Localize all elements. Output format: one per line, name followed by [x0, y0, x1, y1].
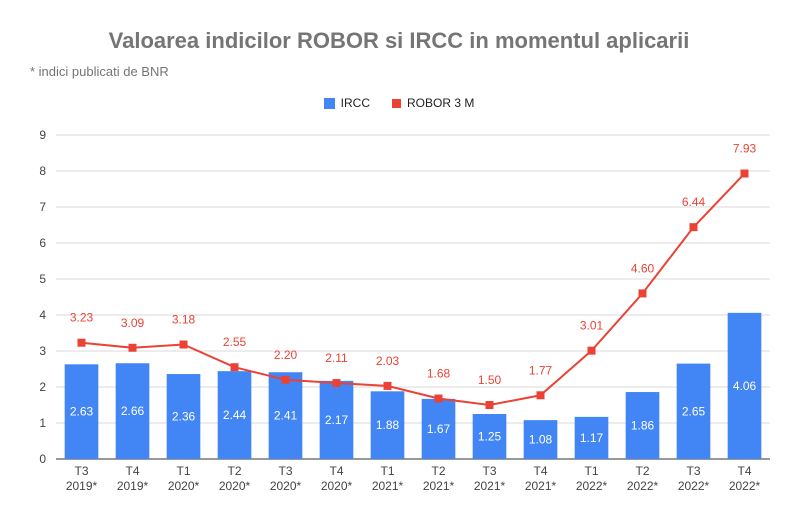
- bar-value-label: 1.25: [478, 430, 502, 444]
- x-tick-label: T1 2020*: [168, 464, 200, 493]
- point-value-label: 7.93: [733, 142, 757, 156]
- bar-value-label: 2.63: [70, 405, 94, 419]
- x-tick-label: T2 2022*: [627, 464, 659, 493]
- point-robor: [282, 376, 290, 384]
- bar-value-label: 2.36: [172, 410, 196, 424]
- point-value-label: 3.23: [70, 311, 94, 325]
- plot-area: 0 1 2 3 4 5 6 7 8 9 2.63 2.66 2.36 2.44 2.41 2.17 1.88 1.…: [0, 0, 798, 519]
- x-tick-label: T4 2022*: [729, 464, 761, 493]
- point-value-label: 1.50: [478, 373, 502, 387]
- x-tick-label: T3 2019*: [66, 464, 98, 493]
- bar-value-label: 1.88: [376, 418, 400, 432]
- point-robor: [537, 391, 545, 399]
- y-tick-label: 6: [39, 236, 46, 250]
- point-robor: [384, 382, 392, 390]
- bar-value-label: 1.67: [427, 422, 451, 436]
- point-value-label: 6.44: [682, 195, 706, 209]
- line-robor: [82, 174, 745, 405]
- bar-value-label: 2.66: [121, 404, 145, 418]
- bar-value-label: 1.17: [580, 431, 604, 445]
- y-tick-label: 3: [39, 344, 46, 358]
- y-tick-label: 4: [39, 308, 46, 322]
- point-value-label: 1.77: [529, 363, 553, 377]
- point-robor: [588, 347, 596, 355]
- point-value-label: 2.55: [223, 335, 247, 349]
- x-tick-label: T3 2020*: [270, 464, 302, 493]
- y-tick-label: 5: [39, 272, 46, 286]
- point-robor: [639, 289, 647, 297]
- x-tick-label: T2 2020*: [219, 464, 251, 493]
- point-robor: [180, 341, 188, 349]
- point-robor: [333, 379, 341, 387]
- y-tick-label: 9: [39, 128, 46, 142]
- point-value-label: 2.11: [325, 351, 348, 365]
- point-robor: [435, 395, 443, 403]
- point-robor: [486, 401, 494, 409]
- x-tick-label: T4 2020*: [321, 464, 353, 493]
- point-value-label: 2.03: [376, 354, 400, 368]
- x-tick-label: T4 2019*: [117, 464, 149, 493]
- x-tick-label: T4 2021*: [525, 464, 557, 493]
- x-tick-label: T2 2021*: [423, 464, 455, 493]
- bar-value-label: 2.65: [682, 404, 706, 418]
- point-value-label: 4.60: [631, 261, 655, 275]
- bar-value-label: 1.08: [529, 433, 553, 447]
- bar-value-label: 4.06: [733, 379, 757, 393]
- chart: Valoarea indicilor ROBOR si IRCC in mome…: [0, 0, 798, 519]
- point-robor: [741, 170, 749, 178]
- bar-value-label: 1.86: [631, 419, 655, 433]
- point-robor: [129, 344, 137, 352]
- x-tick-label: T3 2021*: [474, 464, 506, 493]
- x-tick-label: T1 2022*: [576, 464, 608, 493]
- y-tick-label: 7: [39, 200, 46, 214]
- x-tick-label: T3 2022*: [678, 464, 710, 493]
- point-value-label: 3.18: [172, 313, 196, 327]
- point-value-label: 2.20: [274, 348, 298, 362]
- point-value-label: 1.68: [427, 367, 451, 381]
- y-tick-label: 0: [39, 452, 46, 466]
- bar-value-label: 2.41: [274, 409, 298, 423]
- y-tick-label: 8: [39, 164, 46, 178]
- x-tick-label: T1 2021*: [372, 464, 404, 493]
- point-robor: [690, 223, 698, 231]
- bar-value-label: 2.17: [325, 413, 349, 427]
- point-robor: [231, 363, 239, 371]
- point-value-label: 3.01: [580, 319, 604, 333]
- point-value-label: 3.09: [121, 316, 145, 330]
- bar-value-label: 2.44: [223, 408, 247, 422]
- y-tick-label: 1: [39, 416, 46, 430]
- y-tick-label: 2: [39, 380, 46, 394]
- point-robor: [78, 339, 86, 347]
